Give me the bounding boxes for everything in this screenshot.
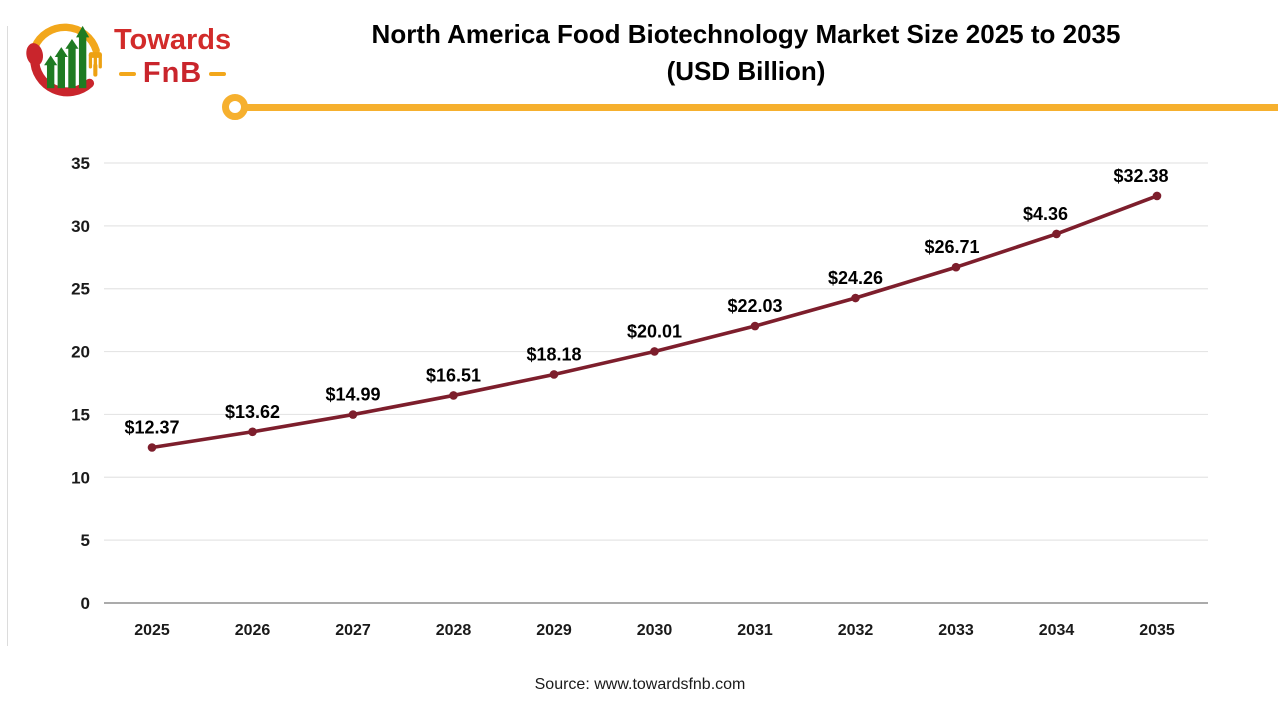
data-point	[1052, 229, 1061, 239]
brand-name-top: Towards	[114, 24, 232, 56]
chart-title-line1: North America Food Biotechnology Market …	[371, 19, 1121, 49]
brand-name-bottom: FnB	[142, 57, 203, 89]
data-label: $26.71	[924, 237, 979, 257]
y-tick-label: 5	[81, 531, 90, 550]
logo-chart-icon	[26, 23, 102, 97]
spoon-icon	[26, 43, 44, 66]
x-tick-label: 2034	[1039, 622, 1075, 639]
y-tick-label: 30	[71, 217, 90, 236]
source-text: Source: www.towardsfnb.com	[534, 676, 746, 693]
x-tick-label: 2027	[335, 622, 371, 639]
data-label: $4.36	[1023, 204, 1068, 224]
data-point	[851, 293, 860, 303]
data-label: $20.01	[627, 321, 682, 341]
y-tick-label: 15	[71, 405, 90, 424]
y-tick-label: 0	[81, 594, 90, 613]
x-tick-label: 2032	[838, 622, 874, 639]
x-tick-label: 2028	[436, 622, 472, 639]
data-point	[549, 370, 559, 379]
divider-line	[246, 104, 1278, 111]
data-point	[1152, 191, 1162, 201]
data-point	[348, 410, 358, 419]
x-tick-label: 2030	[637, 622, 673, 639]
data-point	[650, 347, 659, 356]
logo-yellow-arc	[30, 23, 100, 55]
x-tick-label: 2026	[235, 622, 271, 639]
fork-icon	[88, 52, 102, 77]
data-label: $32.38	[1113, 166, 1168, 186]
y-tick-label: 35	[71, 154, 90, 173]
data-point	[750, 321, 760, 331]
data-point	[951, 262, 961, 272]
x-tick-label: 2031	[737, 622, 773, 639]
growth-bars-icon	[44, 25, 90, 89]
data-label: $13.62	[225, 402, 280, 422]
chart-title-line2: (USD Billion)	[666, 56, 826, 86]
data-label: $12.37	[124, 417, 179, 437]
x-tick-label: 2025	[134, 622, 170, 639]
divider-ring-icon	[222, 94, 248, 120]
data-label: $18.18	[526, 344, 581, 364]
data-point	[248, 427, 257, 437]
data-label: $16.51	[426, 365, 481, 385]
x-tick-label: 2029	[536, 622, 572, 639]
chart-title: North America Food Biotechnology Market …	[240, 16, 1252, 90]
data-label: $22.03	[727, 296, 782, 316]
y-tick-label: 10	[71, 468, 90, 487]
data-label: $24.26	[828, 268, 883, 288]
data-point	[449, 391, 458, 400]
data-point	[147, 443, 157, 452]
x-tick-label: 2033	[938, 622, 974, 639]
left-border-line	[7, 26, 8, 646]
data-label: $14.99	[325, 385, 380, 405]
towardsfnb-logo: Towards FnB	[24, 14, 239, 100]
logo-wordmark: Towards FnB	[114, 26, 231, 88]
logo-red-arc	[30, 54, 95, 97]
y-tick-label: 25	[71, 280, 90, 299]
brand-dash-left	[118, 71, 136, 76]
brand-dash-right	[209, 71, 227, 76]
x-tick-label: 2035	[1139, 622, 1175, 639]
y-tick-label: 20	[71, 343, 90, 362]
